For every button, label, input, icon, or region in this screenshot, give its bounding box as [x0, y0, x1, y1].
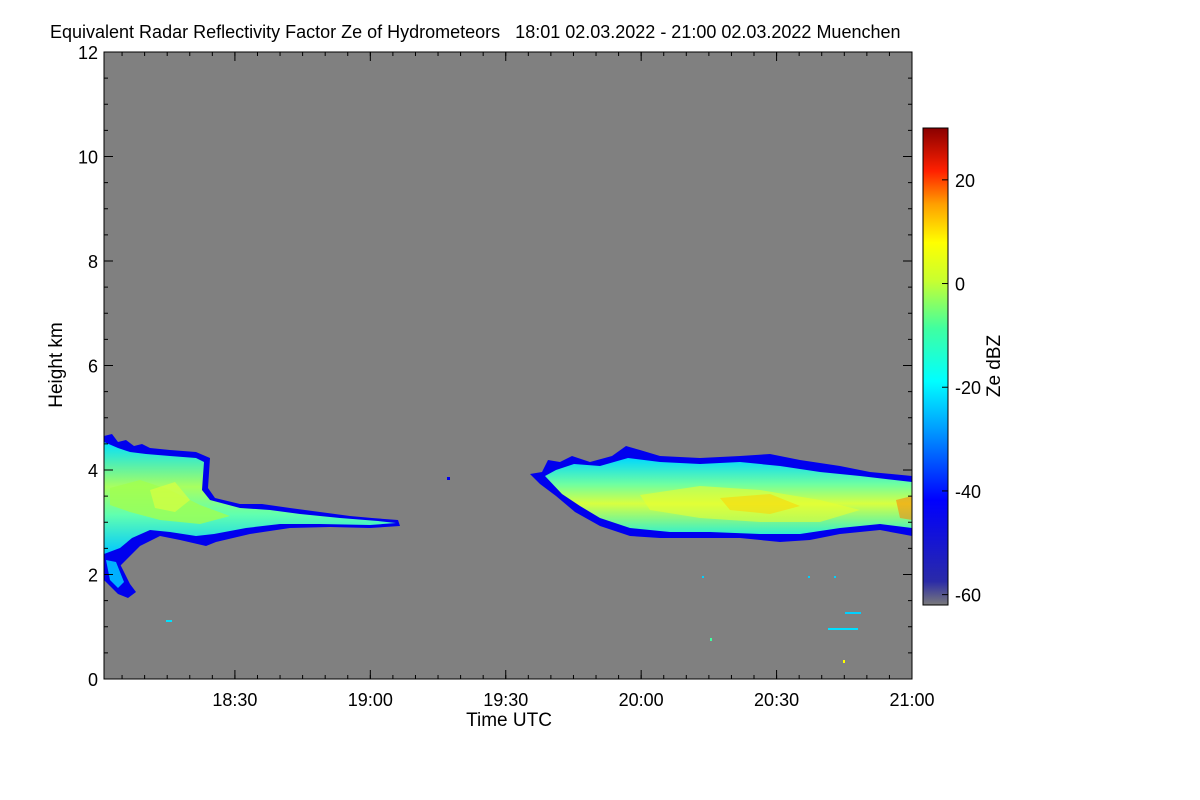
y-tick-label: 0	[88, 670, 98, 690]
axes: 18:30 19:00 19:30 20:00 20:30 21:00 0 2 4 6 8 10 12	[78, 43, 935, 710]
y-tick-label: 4	[88, 461, 98, 481]
echo-speckles	[166, 477, 861, 663]
x-tick-label: 18:30	[212, 690, 257, 710]
colorbar-tick-label: 20	[955, 171, 975, 191]
x-tick-label: 20:00	[619, 690, 664, 710]
x-tick-label: 20:30	[754, 690, 799, 710]
y-tick-label: 12	[78, 43, 98, 63]
echo-evening-cloud-layer	[530, 446, 912, 542]
chart-title: Equivalent Radar Reflectivity Factor Ze …	[50, 22, 901, 42]
x-tick-label: 21:00	[889, 690, 934, 710]
y-axis-title: Height km	[46, 322, 67, 408]
plot-background	[104, 52, 912, 679]
colorbar-tick-label: -60	[955, 586, 981, 606]
y-tick-label: 8	[88, 252, 98, 272]
x-tick-label: 19:30	[483, 690, 528, 710]
echo-early-cloud-layer	[104, 434, 400, 598]
y-tick-label: 6	[88, 357, 98, 377]
x-tick-label: 19:00	[348, 690, 393, 710]
colorbar-tick-label: -20	[955, 378, 981, 398]
y-tick-label: 10	[78, 148, 98, 168]
colorbar-ticks: -60 -40 -20 0 20	[942, 171, 981, 606]
colorbar	[922, 127, 949, 606]
colorbar-tick-label: -40	[955, 482, 981, 502]
colorbar-label: Ze dBZ	[984, 334, 1005, 397]
colorbar-tick-label: 0	[955, 275, 965, 295]
x-axis-title: Time UTC	[466, 710, 552, 731]
y-tick-label: 2	[88, 566, 98, 586]
